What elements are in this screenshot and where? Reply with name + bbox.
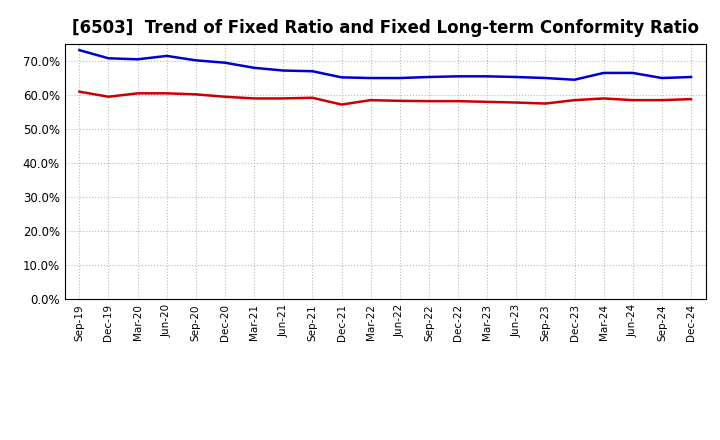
Fixed Ratio [657, 75, 666, 81]
Fixed Ratio [220, 60, 229, 66]
Fixed Long-term Conformity Ratio [483, 99, 492, 104]
Title: [6503]  Trend of Fixed Ratio and Fixed Long-term Conformity Ratio: [6503] Trend of Fixed Ratio and Fixed Lo… [72, 19, 698, 37]
Fixed Long-term Conformity Ratio [395, 98, 404, 103]
Fixed Ratio [395, 75, 404, 81]
Fixed Ratio [687, 74, 696, 80]
Fixed Ratio [75, 48, 84, 53]
Fixed Ratio [104, 55, 113, 61]
Fixed Long-term Conformity Ratio [541, 101, 550, 106]
Fixed Ratio [279, 68, 287, 73]
Fixed Ratio [629, 70, 637, 76]
Fixed Long-term Conformity Ratio [629, 98, 637, 103]
Fixed Ratio [541, 75, 550, 81]
Fixed Ratio [337, 75, 346, 80]
Fixed Long-term Conformity Ratio [454, 99, 462, 104]
Fixed Ratio [599, 70, 608, 76]
Fixed Long-term Conformity Ratio [366, 98, 375, 103]
Fixed Long-term Conformity Ratio [133, 91, 142, 96]
Fixed Long-term Conformity Ratio [337, 102, 346, 107]
Fixed Long-term Conformity Ratio [687, 96, 696, 102]
Fixed Long-term Conformity Ratio [279, 96, 287, 101]
Fixed Ratio [366, 75, 375, 81]
Fixed Long-term Conformity Ratio [104, 94, 113, 99]
Fixed Ratio [425, 74, 433, 80]
Fixed Ratio [454, 73, 462, 79]
Fixed Ratio [250, 65, 258, 70]
Fixed Ratio [483, 73, 492, 79]
Fixed Ratio [512, 74, 521, 80]
Fixed Long-term Conformity Ratio [220, 94, 229, 99]
Fixed Long-term Conformity Ratio [75, 89, 84, 94]
Fixed Ratio [308, 69, 317, 74]
Fixed Long-term Conformity Ratio [512, 100, 521, 105]
Fixed Long-term Conformity Ratio [192, 92, 200, 97]
Fixed Long-term Conformity Ratio [308, 95, 317, 100]
Fixed Long-term Conformity Ratio [657, 98, 666, 103]
Fixed Long-term Conformity Ratio [599, 96, 608, 101]
Fixed Long-term Conformity Ratio [425, 99, 433, 104]
Fixed Ratio [570, 77, 579, 82]
Line: Fixed Long-term Conformity Ratio: Fixed Long-term Conformity Ratio [79, 92, 691, 105]
Fixed Ratio [192, 58, 200, 63]
Fixed Long-term Conformity Ratio [570, 98, 579, 103]
Fixed Ratio [163, 53, 171, 59]
Line: Fixed Ratio: Fixed Ratio [79, 50, 691, 80]
Fixed Long-term Conformity Ratio [250, 96, 258, 101]
Fixed Ratio [133, 57, 142, 62]
Fixed Long-term Conformity Ratio [163, 91, 171, 96]
